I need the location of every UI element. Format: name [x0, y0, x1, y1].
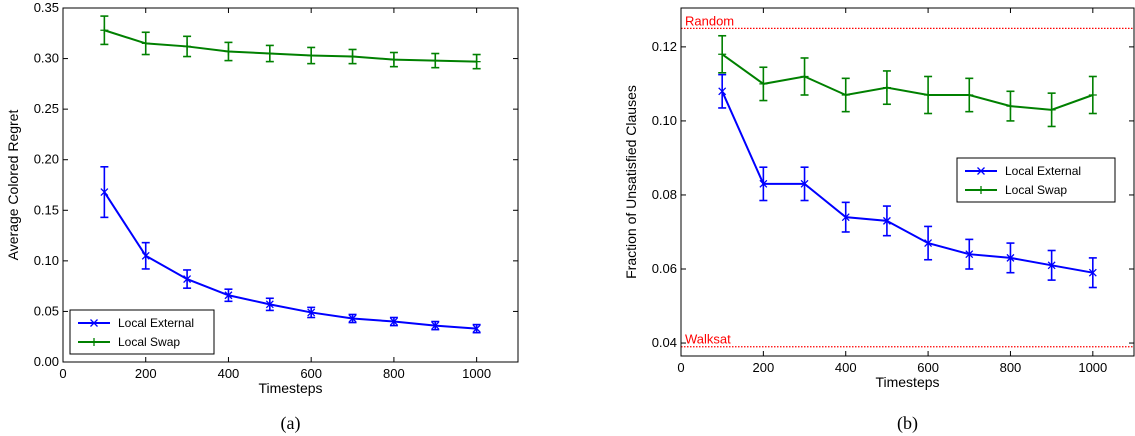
y-tick-label: 0.06 [652, 261, 677, 276]
y-tick-label: 0.08 [652, 187, 677, 202]
legend-marker [977, 167, 985, 175]
y-tick-label: 0.04 [652, 335, 677, 350]
data-point [841, 91, 850, 99]
data-point [100, 188, 109, 197]
reference-label-walksat: Walksat [685, 332, 731, 347]
data-point [348, 52, 357, 61]
chart-caption: (a) [281, 413, 301, 434]
reference-label-random: Random [685, 13, 734, 28]
data-point [882, 83, 891, 92]
legend-label: Local Swap [1005, 183, 1067, 197]
plot-frame [62, 7, 519, 363]
data-point [431, 56, 440, 65]
x-tick-label: 0 [59, 366, 66, 381]
series-line [104, 29, 477, 63]
x-tick-label: 600 [300, 366, 322, 381]
series-line [721, 90, 1093, 274]
data-point [800, 179, 809, 188]
data-point [472, 57, 481, 66]
data-point [965, 250, 974, 259]
data-point [265, 300, 274, 309]
y-tick-label: 0.35 [34, 0, 59, 15]
y-tick-label: 0.20 [34, 152, 59, 167]
y-tick-label: 0.25 [34, 101, 59, 116]
data-point [1006, 253, 1015, 262]
x-tick-label: 400 [835, 360, 857, 375]
y-tick-label: 0.10 [34, 253, 59, 268]
y-tick-label: 0.15 [34, 202, 59, 217]
y-tick-label: 0.30 [34, 51, 59, 66]
x-tick-label: 200 [135, 366, 157, 381]
data-point [1006, 102, 1015, 111]
data-point [183, 42, 192, 51]
legend-label: Local External [118, 316, 194, 330]
legend-box [956, 157, 1116, 203]
y-tick-label: 0.10 [652, 113, 677, 128]
legend-box [69, 309, 215, 355]
data-point [224, 291, 233, 300]
series-line [721, 53, 1094, 111]
x-tick-label: 800 [383, 366, 405, 381]
data-point [841, 213, 850, 222]
data-point [389, 317, 398, 326]
legend-marker [90, 319, 98, 327]
chart-a: 0 200 400 600 800 1000 0.00 0.05 0.10 0.15 0.20 0.2… [5, 0, 519, 434]
data-point [965, 91, 974, 99]
legend-label: Local Swap [118, 335, 180, 349]
data-point [348, 314, 357, 323]
y-tick-label: 0.12 [652, 39, 677, 54]
series-local-external [100, 165, 481, 334]
series-local-external [718, 73, 1097, 289]
data-point [183, 275, 192, 284]
data-point [100, 26, 109, 35]
data-point [141, 39, 150, 48]
x-tick-label: 400 [218, 366, 240, 381]
x-tick-label: 1000 [462, 366, 491, 381]
chart-caption: (b) [897, 413, 918, 434]
y-tick-label: 0.00 [34, 354, 59, 369]
x-tick-label: 800 [1000, 360, 1022, 375]
data-point [431, 321, 440, 330]
data-point [1088, 268, 1097, 277]
x-tick-label: 200 [753, 360, 775, 375]
y-axis-title: Fraction of Unsatisfied Clauses [623, 85, 639, 279]
series-line [103, 191, 477, 330]
data-point [718, 50, 727, 59]
data-point [1088, 91, 1097, 99]
legend: Local External Local Swap [69, 309, 215, 355]
data-point [759, 79, 768, 88]
data-point [389, 55, 398, 64]
legend-label: Local External [1005, 164, 1081, 178]
x-tick-label: 600 [917, 360, 939, 375]
legend: Local External Local Swap [956, 157, 1116, 203]
data-point [265, 49, 274, 58]
data-point [800, 72, 809, 81]
data-point [718, 87, 727, 96]
data-point [1047, 261, 1056, 270]
data-point [759, 179, 768, 188]
series-local-swap [718, 34, 1097, 128]
y-axis-title: Average Colored Regret [5, 110, 21, 261]
x-tick-label: 1000 [1078, 360, 1107, 375]
data-point [141, 251, 150, 260]
data-point [307, 51, 316, 60]
data-point [924, 239, 933, 248]
data-point [882, 216, 891, 225]
data-point [224, 47, 233, 56]
x-tick-label: 0 [677, 360, 684, 375]
y-tick-label: 0.05 [34, 303, 59, 318]
series-local-swap [100, 15, 481, 70]
plot-frame [680, 7, 1135, 357]
data-point [307, 308, 316, 317]
data-point [1047, 105, 1056, 114]
data-point [472, 324, 481, 333]
data-point [924, 91, 933, 99]
x-axis-title: Timesteps [258, 380, 322, 396]
x-axis-title: Timesteps [875, 374, 939, 390]
